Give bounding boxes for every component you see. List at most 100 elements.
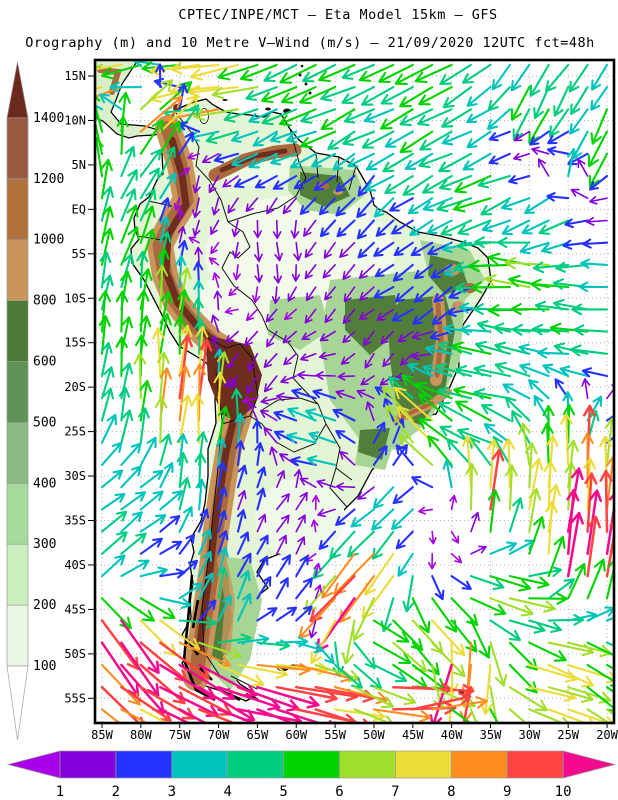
wind-arrow (599, 469, 613, 533)
wind-arrow (353, 686, 394, 709)
wind-arrow (178, 131, 195, 155)
wind-arrow (566, 488, 580, 556)
orography-band (6, 422, 29, 484)
wind-arrow (98, 315, 111, 355)
wind-arrow (261, 108, 298, 126)
wind-arrow (120, 597, 155, 622)
wind-arrow (120, 559, 150, 578)
wind-arrow (270, 152, 298, 166)
wind-arrow (237, 490, 247, 511)
wind-arrow (380, 86, 414, 105)
wind-arrow (455, 365, 492, 378)
wind-arrow (254, 442, 265, 466)
wind-arrow (510, 86, 531, 121)
wind-arrow (450, 530, 460, 544)
wind-arrow (278, 108, 317, 127)
wind-arrow (341, 86, 375, 105)
wind-arrow (205, 130, 240, 145)
wind-arrow (99, 93, 123, 111)
wind-arrow (159, 597, 192, 609)
wind-arrow (422, 174, 453, 194)
wind-arrow (502, 383, 531, 400)
wind-arrow (359, 286, 375, 301)
wind-arrow (488, 130, 511, 142)
lat-label: 10S (64, 291, 86, 305)
wind-arrow (352, 597, 375, 642)
wind-arrow (508, 619, 546, 634)
wind-arrow (528, 108, 550, 145)
wind-arrow (300, 130, 337, 149)
wind-arrow (266, 197, 278, 215)
wind-arrow (318, 63, 356, 83)
wind-arrow (523, 197, 550, 215)
wind-arrow (120, 532, 147, 555)
wind-arrow (588, 152, 609, 188)
wind-arrow (373, 241, 395, 257)
wind-arrow (252, 419, 263, 444)
lon-label: 55W (324, 728, 346, 742)
wind-arrow (188, 85, 240, 98)
wind-speed-band (506, 750, 564, 779)
wind-arrow (567, 708, 613, 722)
wind-arrow (236, 570, 251, 600)
lat-label: 30S (64, 469, 86, 483)
wind-arrow (429, 330, 453, 341)
wind-arrow (376, 308, 395, 321)
wind-arrow (311, 494, 320, 511)
wind-arrow (275, 685, 338, 704)
wind-arrow (96, 95, 104, 133)
wind-arrow (266, 330, 278, 348)
wind-arrow (275, 606, 298, 622)
wind-arrow (342, 330, 356, 344)
wind-arrow (510, 63, 531, 92)
wind-arrow (457, 427, 492, 444)
wind-arrow (353, 641, 376, 669)
wind-arrow (303, 219, 317, 237)
wind-arrow (287, 286, 297, 302)
wind-arrow (308, 619, 318, 639)
wind-arrow (391, 219, 414, 235)
wind-arrow (314, 641, 335, 665)
wind-arrow (301, 330, 317, 340)
wind-arrow (418, 86, 453, 106)
wind-arrow (586, 663, 613, 687)
lat-label: 45S (64, 602, 86, 616)
wind-arrow (504, 256, 550, 270)
wind-arrow (193, 363, 206, 422)
wind-arrow (358, 264, 375, 279)
wind-arrow (152, 327, 165, 378)
wind-arrow (361, 130, 395, 149)
wind-arrow (231, 130, 259, 143)
wind-arrow (139, 119, 164, 155)
wind-arrow (285, 130, 317, 144)
wind-arrow (293, 241, 302, 262)
wind-arrow (411, 692, 472, 711)
wind-arrow (419, 130, 453, 151)
wind-arrow (399, 86, 434, 108)
wind-arrow (364, 353, 375, 369)
wind-arrow (417, 108, 453, 126)
wind-arrow (519, 241, 550, 255)
wind-arrow (271, 286, 281, 304)
wind-arrow (586, 515, 602, 578)
wind-arrow (256, 576, 272, 600)
wind-arrow (159, 540, 183, 555)
wind-arrow (334, 663, 363, 689)
wind-arrow (508, 174, 531, 185)
wind-arrow (546, 192, 570, 202)
wind-arrow (256, 513, 267, 533)
wind-arrow (357, 174, 375, 197)
wind-arrow (305, 286, 317, 302)
wind-arrow (564, 218, 589, 229)
wind-arrow (372, 641, 412, 665)
wind-arrow (120, 253, 135, 289)
wind-arrow (256, 708, 293, 722)
wind-arrow (245, 308, 259, 321)
wind-arrow (175, 255, 187, 289)
wind-arrow (317, 508, 336, 518)
wind-arrow (248, 152, 278, 169)
wind-arrow (100, 413, 117, 444)
wind-arrow (178, 267, 192, 311)
wind-arrow (318, 197, 337, 216)
